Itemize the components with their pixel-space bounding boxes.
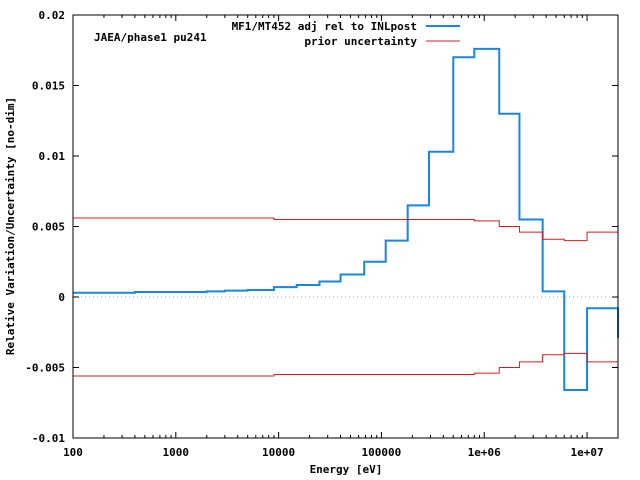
x-axis-label: Energy [eV] xyxy=(310,463,383,476)
y-tick-label: -0.01 xyxy=(32,432,65,445)
chart-annotation: JAEA/phase1 pu241 xyxy=(94,31,207,44)
axes: -0.01 -0.005 0 0.005 0.01 0.015 0.02 100 1000 100… xyxy=(25,9,619,459)
x-tick-label: 1e+06 xyxy=(468,446,501,459)
y-tick-label: 0.005 xyxy=(32,221,65,234)
legend: MF1/MT452 adj rel to INLpost prior uncert… xyxy=(232,20,460,48)
x-tick-label: 1000 xyxy=(163,446,190,459)
series-prior-uncertainty-negative-line xyxy=(73,352,619,405)
y-tick-label: 0 xyxy=(58,291,65,304)
y-tick-label: 0.01 xyxy=(39,150,66,163)
legend-label: MF1/MT452 adj rel to INLpost xyxy=(232,20,417,33)
y-tick-label: 0.015 xyxy=(32,80,65,93)
legend-label: prior uncertainty xyxy=(304,35,417,48)
x-tick-label: 10000 xyxy=(262,446,295,459)
x-tick-label: 1e+07 xyxy=(570,446,603,459)
y-tick-label: 0.02 xyxy=(39,9,66,22)
series-prior-uncertainty-line xyxy=(73,189,619,242)
plot-area xyxy=(73,47,619,405)
series-mf1-mt452-adj-rel-to-inlpost-line xyxy=(73,47,619,392)
x-tick-label: 100000 xyxy=(362,446,402,459)
y-tick-label: -0.005 xyxy=(25,362,65,375)
y-axis-label: Relative Variation/Uncertainty [no-dim] xyxy=(4,97,17,355)
x-tick-label: 100 xyxy=(63,446,83,459)
